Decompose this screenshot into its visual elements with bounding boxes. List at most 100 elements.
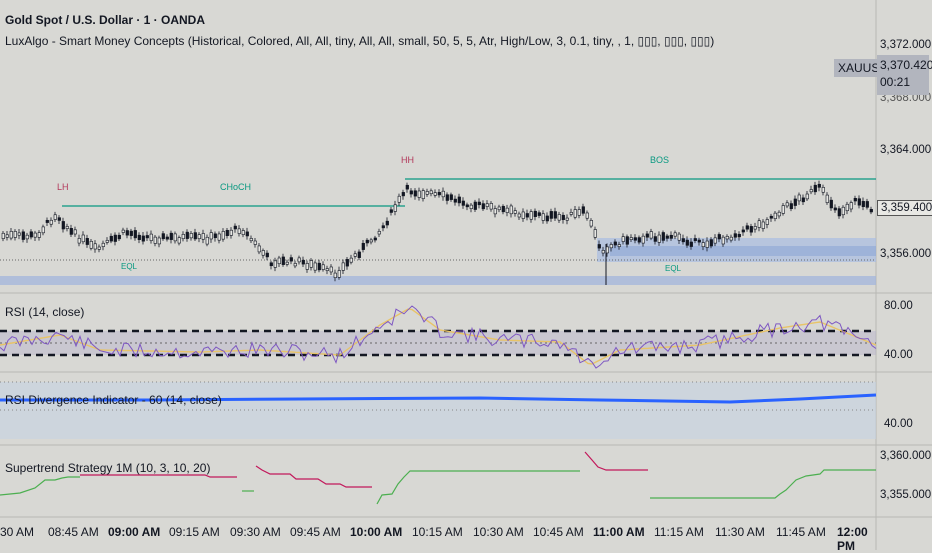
supertrend-up-3: [650, 469, 876, 499]
candle-body: [357, 251, 361, 258]
supertrend-legend[interactable]: Supertrend Strategy 1M (10, 3, 10, 20): [5, 461, 211, 475]
price-tick-3364: 3,364.000: [880, 144, 932, 156]
candle-body: [525, 213, 529, 218]
candle-body: [585, 212, 589, 219]
supertrend-down-3: [584, 451, 648, 471]
candle-body: [245, 231, 249, 237]
candle-body: [61, 221, 65, 230]
candle-body: [201, 233, 205, 240]
candle-body: [29, 231, 33, 238]
candle-body: [369, 239, 373, 243]
candle-body: [301, 259, 305, 265]
candle-body: [81, 234, 85, 243]
candle-body: [189, 233, 193, 239]
rsi-div-band: [0, 382, 876, 439]
last-price-tag[interactable]: 3,370.420 00:21: [877, 55, 932, 95]
time-tick: 09:15 AM: [169, 525, 220, 539]
candle-body: [417, 190, 421, 198]
candle-body: [589, 220, 593, 227]
candle-body: [761, 221, 765, 229]
candle-body: [317, 262, 321, 271]
candle-body: [49, 219, 53, 225]
candle-body: [645, 233, 649, 238]
candle-body: [537, 212, 541, 216]
candle-body: [545, 215, 549, 222]
candle-body: [665, 235, 669, 239]
smc-indicator-legend[interactable]: LuxAlgo - Smart Money Concepts (Historic…: [5, 34, 715, 48]
candle-body: [101, 242, 105, 247]
candle-body: [457, 196, 461, 204]
candle-body: [561, 214, 565, 220]
candle-body: [481, 203, 485, 210]
rsi-tick-40: 40.00: [884, 349, 913, 361]
candle-body: [181, 233, 185, 240]
candle-body: [213, 233, 217, 239]
candle-body: [749, 226, 753, 233]
candle-body: [649, 231, 653, 239]
candle-body: [677, 233, 681, 241]
supertrend-down-1: [80, 474, 237, 478]
candle-body: [869, 209, 873, 213]
candle-body: [37, 232, 41, 238]
candle-body: [861, 201, 865, 207]
candle-body: [637, 237, 641, 243]
time-tick: 09:30 AM: [230, 525, 281, 539]
candle-body: [501, 205, 505, 213]
candle-body: [477, 201, 481, 206]
time-tick: 08:45 AM: [48, 525, 99, 539]
candle-body: [613, 241, 617, 246]
candle-body: [449, 194, 453, 200]
candle-body: [265, 252, 269, 258]
time-tick: 11:30 AM: [715, 525, 765, 539]
candle-body: [617, 244, 621, 247]
chart-symbol-title[interactable]: Gold Spot / U.S. Dollar · 1 · OANDA: [5, 13, 206, 27]
supertrend-up-1: [0, 476, 80, 496]
candle-body: [137, 234, 141, 240]
candle-body: [421, 190, 425, 199]
rsi-div-tick-40: 40.00: [884, 418, 913, 430]
candle-body: [773, 212, 777, 219]
candle-body: [305, 263, 309, 270]
candle-body: [865, 201, 869, 208]
candle-body: [277, 257, 281, 265]
candle-body: [733, 233, 737, 238]
candle-body: [285, 261, 289, 265]
candle-body: [53, 214, 57, 220]
candle-body: [461, 200, 465, 206]
candle-body: [5, 234, 9, 238]
rsi-legend[interactable]: RSI (14, close): [5, 305, 85, 319]
candle-body: [669, 234, 673, 239]
candle-body: [157, 237, 161, 245]
candle-body: [793, 198, 797, 206]
candle-body: [249, 238, 253, 242]
time-tick: 11:00 AM: [593, 525, 645, 539]
candle-body: [133, 230, 137, 239]
candle-body: [273, 260, 277, 268]
candle-body: [821, 187, 825, 193]
candle-body: [173, 233, 177, 242]
candle-body: [409, 190, 413, 195]
candle-body: [125, 230, 129, 236]
candle-body: [641, 235, 645, 244]
candle-body: [529, 211, 533, 220]
candle-body: [185, 231, 189, 239]
candle-body: [789, 203, 793, 210]
rsi-divergence-legend[interactable]: RSI Divergence Indicator - 60 (14, close…: [5, 393, 222, 407]
time-tick: 09:45 AM: [290, 525, 341, 539]
candle-body: [77, 238, 81, 244]
candle-body: [237, 228, 241, 234]
candle-body: [297, 257, 301, 263]
candle-body: [673, 232, 677, 237]
candle-body: [145, 235, 149, 239]
candle-body: [389, 209, 393, 213]
candle-body: [493, 208, 497, 215]
candle-body: [565, 217, 569, 221]
bos-label: BOS: [650, 155, 670, 165]
candle-body: [693, 238, 697, 241]
candle-body: [361, 242, 365, 250]
candle-body: [401, 192, 405, 197]
candle-body: [73, 229, 77, 235]
candle-body: [333, 272, 337, 278]
candle-body: [837, 208, 841, 217]
